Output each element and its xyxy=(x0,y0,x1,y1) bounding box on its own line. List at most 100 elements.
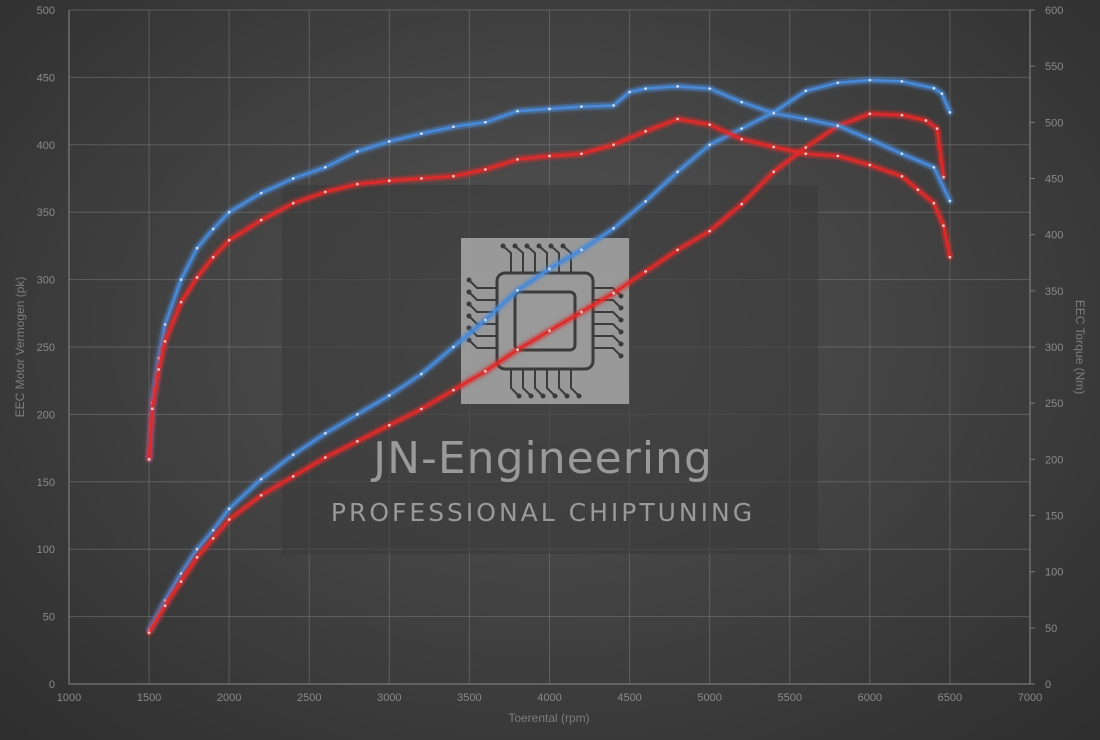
chip-pad xyxy=(466,325,472,331)
series-lines xyxy=(145,76,954,637)
series-point-4 xyxy=(612,143,615,147)
series-point-4 xyxy=(804,152,808,156)
x-tick-label: 6000 xyxy=(858,692,882,704)
series-point-2 xyxy=(195,555,199,559)
series-point-2 xyxy=(259,493,263,497)
chip-trace xyxy=(468,315,497,325)
chip-trace xyxy=(570,369,580,397)
y-right-tick-label: 0 xyxy=(1045,679,1051,691)
y-right-tick-label: 500 xyxy=(1045,117,1063,129)
chip-trace xyxy=(538,245,548,273)
y-right-tick-label: 400 xyxy=(1045,230,1063,242)
y-right-tick-label: 100 xyxy=(1045,567,1063,579)
series-point-3 xyxy=(676,85,679,88)
series-point-4 xyxy=(900,174,904,178)
y-right-tick-label: 250 xyxy=(1045,398,1063,410)
y-left-tick-label: 50 xyxy=(43,612,55,624)
chip-pad xyxy=(528,393,534,399)
x-tick-label: 1500 xyxy=(137,692,161,704)
series-line-3 xyxy=(147,85,952,461)
series-point-1 xyxy=(516,289,519,292)
chip-logo xyxy=(461,238,629,404)
series-point-2 xyxy=(484,369,487,373)
series-point-4 xyxy=(150,407,154,411)
chip-pad xyxy=(576,393,582,399)
chip-pad xyxy=(466,313,472,319)
series-point-1 xyxy=(940,92,944,95)
x-tick-label: 3500 xyxy=(457,692,481,704)
series-point-3 xyxy=(772,111,776,115)
series-point-2 xyxy=(355,440,359,443)
chip-trace xyxy=(468,339,497,349)
chip-pad xyxy=(618,317,624,323)
series-point-2 xyxy=(291,475,295,478)
series-point-4 xyxy=(291,201,295,205)
chip-pad xyxy=(618,353,624,359)
series-point-1 xyxy=(259,477,263,481)
series-point-3 xyxy=(211,227,215,231)
chip-pad xyxy=(466,277,472,283)
series-point-4 xyxy=(227,238,231,242)
series-point-4 xyxy=(644,129,647,133)
x-tick-label: 1000 xyxy=(57,692,81,704)
series-point-3 xyxy=(644,87,647,90)
series-point-2 xyxy=(772,170,776,174)
chip-trace xyxy=(593,323,622,333)
y-left-tick-label: 350 xyxy=(37,207,55,219)
y-right-tick-label: 550 xyxy=(1045,61,1063,73)
chip-trace xyxy=(522,369,532,397)
chip-trace xyxy=(562,245,572,273)
series-point-1 xyxy=(948,111,952,114)
series-point-4 xyxy=(387,179,391,183)
watermark-tagline: PROFESSIONAL CHIPTUNING xyxy=(331,498,755,527)
series-point-4 xyxy=(548,154,551,158)
series-point-2 xyxy=(227,518,231,521)
series-point-3 xyxy=(484,120,487,124)
y-right-tick-label: 200 xyxy=(1045,454,1063,466)
series-point-2 xyxy=(147,631,151,635)
chip-pad xyxy=(552,393,558,399)
series-point-4 xyxy=(420,177,423,180)
x-tick-label: 4500 xyxy=(617,692,641,704)
series-point-4 xyxy=(932,201,936,205)
series-point-4 xyxy=(157,368,161,371)
series-point-2 xyxy=(580,310,583,314)
series-point-3 xyxy=(323,165,327,169)
series-point-1 xyxy=(868,78,872,82)
series-point-2 xyxy=(942,175,945,179)
x-tick-label: 5000 xyxy=(697,692,721,704)
series-point-2 xyxy=(420,407,423,411)
chip-pad xyxy=(466,301,472,307)
series-point-3 xyxy=(628,90,631,94)
series-point-2 xyxy=(740,202,744,206)
x-tick-label: 2000 xyxy=(217,692,241,704)
series-point-2 xyxy=(708,229,712,233)
series-point-3 xyxy=(227,210,231,214)
series-point-4 xyxy=(355,182,359,186)
chip-pad xyxy=(560,243,566,249)
series-point-2 xyxy=(387,423,391,427)
series-point-1 xyxy=(211,528,215,532)
chip-pad xyxy=(536,243,542,249)
y-left-tick-label: 0 xyxy=(49,679,55,691)
chip-pad xyxy=(512,243,518,249)
series-point-1 xyxy=(900,80,904,83)
series-point-1 xyxy=(179,572,183,575)
series-point-3 xyxy=(804,117,808,121)
series-point-3 xyxy=(420,132,423,136)
series-point-1 xyxy=(452,345,455,349)
series-point-4 xyxy=(580,152,583,156)
series-point-3 xyxy=(932,165,936,169)
chip-pad xyxy=(540,393,546,399)
series-point-3 xyxy=(157,356,161,360)
chip-trace xyxy=(502,245,512,273)
series-point-4 xyxy=(916,188,920,192)
chip-trace xyxy=(546,369,556,397)
series-point-1 xyxy=(804,89,808,93)
series-point-2 xyxy=(323,456,327,459)
watermark-brand: JN-Engineering xyxy=(370,433,713,484)
y-right-tick-label: 300 xyxy=(1045,342,1063,354)
series-point-1 xyxy=(932,86,936,90)
series-point-4 xyxy=(452,174,455,178)
chip-trace xyxy=(514,245,524,273)
